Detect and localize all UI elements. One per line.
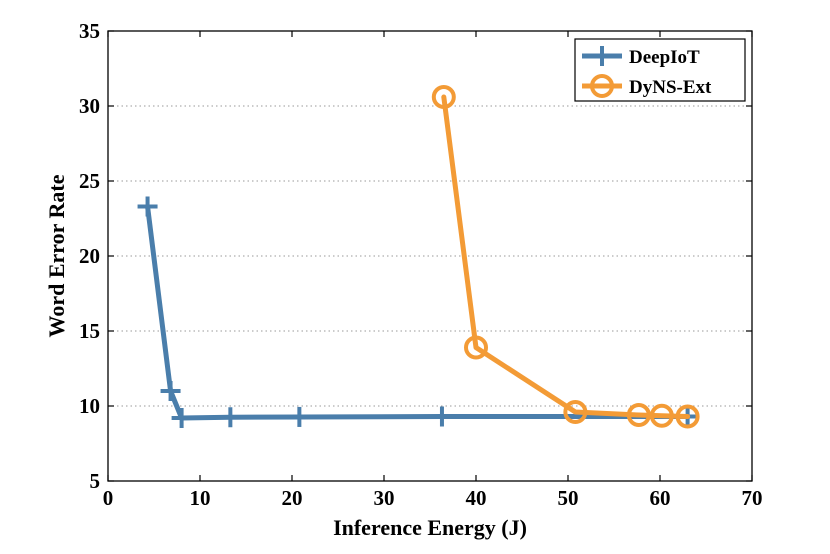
y-tick-label: 35 bbox=[79, 19, 100, 43]
axis-ticks: 0 10 20 30 40 50 60 70 5 10 15 20 25 30 35 bbox=[79, 19, 763, 510]
x-tick-label: 30 bbox=[374, 486, 395, 510]
y-tick-label: 5 bbox=[90, 469, 101, 493]
data-point-deepiot bbox=[220, 407, 241, 428]
legend-label-deepiot: DeepIoT bbox=[629, 47, 700, 68]
series-line-dyns-ext bbox=[441, 94, 691, 419]
legend-plus-icon bbox=[592, 46, 612, 66]
x-tick-label: 70 bbox=[742, 486, 763, 510]
legend-marker-dyns-ext bbox=[590, 74, 614, 98]
x-tick-label: 50 bbox=[558, 486, 579, 510]
series-line-deepiot bbox=[145, 204, 691, 421]
x-axis-title: Inference Energy (J) bbox=[333, 515, 527, 540]
data-point-dyns-ext bbox=[431, 85, 456, 109]
legend-circle-icon bbox=[590, 74, 614, 98]
data-point-deepiot bbox=[171, 408, 192, 428]
series-layer bbox=[137, 85, 700, 429]
grid bbox=[108, 105, 752, 407]
data-point-dyns-ext bbox=[464, 335, 488, 360]
y-tick-label: 25 bbox=[79, 169, 100, 193]
data-point-dyns-ext bbox=[626, 403, 651, 427]
y-tick-label: 20 bbox=[79, 244, 100, 268]
x-tick-label: 10 bbox=[190, 486, 211, 510]
legend: DeepIoT DyNS-Ext bbox=[574, 38, 746, 102]
data-point-deepiot bbox=[431, 406, 452, 427]
legend-marker-deepiot bbox=[592, 46, 612, 66]
y-tick-label: 30 bbox=[79, 94, 100, 118]
legend-label-dyns-ext: DyNS-Ext bbox=[629, 77, 712, 98]
x-tick-label: 40 bbox=[466, 486, 487, 510]
data-point-deepiot bbox=[289, 406, 310, 427]
y-tick-label: 10 bbox=[79, 394, 100, 418]
y-tick-label: 15 bbox=[79, 319, 100, 343]
x-tick-label: 0 bbox=[103, 486, 114, 510]
data-point-deepiot bbox=[160, 381, 181, 401]
y-axis-title: Word Error Rate bbox=[44, 174, 69, 337]
data-point-dyns-ext bbox=[675, 404, 700, 429]
x-tick-label: 60 bbox=[650, 486, 671, 510]
data-point-dyns-ext bbox=[649, 403, 674, 428]
data-point-deepiot bbox=[137, 196, 158, 217]
x-tick-label: 20 bbox=[282, 486, 303, 510]
data-point-dyns-ext bbox=[563, 400, 588, 424]
